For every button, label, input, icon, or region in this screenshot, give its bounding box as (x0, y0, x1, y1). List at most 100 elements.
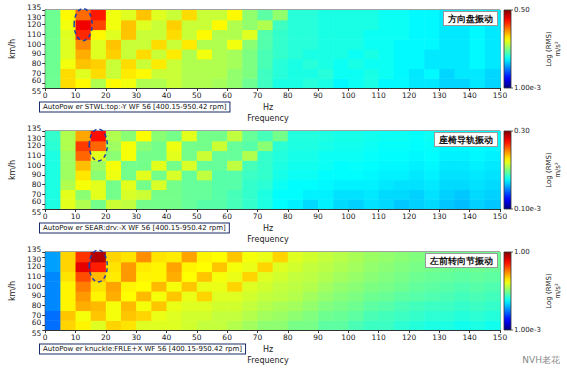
svg-text:Frequency: Frequency (247, 235, 289, 244)
svg-text:0.50: 0.50 (514, 6, 530, 14)
svg-text:140: 140 (463, 212, 478, 221)
svg-text:m/s²: m/s² (554, 162, 562, 178)
svg-text:100: 100 (27, 40, 42, 49)
svg-text:150: 150 (493, 212, 508, 221)
svg-text:130: 130 (27, 134, 42, 143)
svg-text:50: 50 (192, 91, 202, 100)
svg-text:m/s²: m/s² (554, 283, 562, 299)
svg-text:120: 120 (402, 91, 417, 100)
svg-text:左前转向节振动: 左前转向节振动 (429, 256, 493, 266)
svg-text:20: 20 (101, 91, 111, 100)
svg-text:10: 10 (71, 333, 81, 342)
svg-text:55: 55 (32, 329, 42, 338)
svg-text:120: 120 (402, 212, 417, 221)
svg-text:90: 90 (313, 91, 323, 100)
svg-text:110: 110 (372, 91, 387, 100)
svg-text:55: 55 (32, 208, 42, 217)
svg-text:140: 140 (463, 333, 478, 342)
svg-text:90: 90 (313, 212, 323, 221)
svg-text:10: 10 (71, 91, 81, 100)
svg-text:100: 100 (27, 161, 42, 170)
svg-text:40: 40 (162, 91, 172, 100)
svg-text:80: 80 (283, 333, 293, 342)
svg-text:80: 80 (283, 212, 293, 221)
svg-text:30: 30 (131, 91, 141, 100)
svg-text:110: 110 (372, 333, 387, 342)
svg-text:Hz: Hz (263, 224, 273, 233)
svg-text:70: 70 (253, 212, 263, 221)
svg-text:80: 80 (32, 301, 42, 310)
svg-text:140: 140 (463, 91, 478, 100)
svg-text:130: 130 (27, 13, 42, 22)
svg-text:m/s²: m/s² (554, 41, 562, 57)
svg-text:Log (RMS): Log (RMS) (545, 152, 553, 188)
svg-text:30: 30 (131, 333, 141, 342)
svg-text:90: 90 (32, 49, 42, 58)
svg-text:110: 110 (372, 212, 387, 221)
svg-text:100: 100 (27, 282, 42, 291)
svg-text:130: 130 (27, 255, 42, 264)
svg-text:70: 70 (253, 91, 263, 100)
svg-text:150: 150 (493, 333, 508, 342)
svg-text:50: 50 (192, 333, 202, 342)
svg-text:AutoPow er SEAR:drv:-X WF 56 [: AutoPow er SEAR:drv:-X WF 56 [400.15-950… (43, 224, 226, 232)
svg-text:0: 0 (43, 333, 48, 342)
svg-text:60: 60 (222, 333, 232, 342)
svg-text:150: 150 (493, 91, 508, 100)
svg-text:Log (RMS): Log (RMS) (545, 31, 553, 67)
svg-text:Hz: Hz (263, 345, 273, 354)
svg-text:135: 135 (27, 3, 42, 12)
svg-text:110: 110 (27, 151, 42, 160)
svg-text:130: 130 (432, 333, 447, 342)
svg-text:0: 0 (43, 212, 48, 221)
svg-text:Frequency: Frequency (247, 356, 289, 365)
svg-text:110: 110 (27, 30, 42, 39)
svg-text:AutoPow er knuckle:FRLE+X WF 5: AutoPow er knuckle:FRLE+X WF 56 [400.15-… (43, 345, 242, 353)
svg-text:90: 90 (32, 291, 42, 300)
svg-text:70: 70 (32, 311, 42, 320)
svg-text:Log (RMS): Log (RMS) (545, 273, 553, 309)
svg-text:100: 100 (341, 333, 356, 342)
svg-text:0: 0 (43, 91, 48, 100)
svg-text:40: 40 (162, 212, 172, 221)
svg-text:1.00: 1.00 (514, 248, 530, 256)
svg-text:AutoPow er STWL:top:-Y WF 56 [: AutoPow er STWL:top:-Y WF 56 [400.15-950… (43, 103, 227, 111)
svg-text:20: 20 (101, 212, 111, 221)
svg-text:90: 90 (32, 170, 42, 179)
svg-text:km/h: km/h (8, 160, 17, 180)
svg-text:60: 60 (222, 212, 232, 221)
svg-text:0.30: 0.30 (514, 127, 530, 135)
svg-text:100: 100 (341, 212, 356, 221)
svg-text:70: 70 (253, 333, 263, 342)
svg-text:1.00e-3: 1.00e-3 (514, 326, 541, 334)
svg-text:km/h: km/h (8, 39, 17, 59)
svg-text:10: 10 (71, 212, 81, 221)
svg-text:135: 135 (27, 124, 42, 133)
svg-text:座椅导轨振动: 座椅导轨振动 (438, 135, 493, 145)
svg-text:NVH老花: NVH老花 (522, 355, 560, 365)
svg-text:80: 80 (32, 59, 42, 68)
svg-text:40: 40 (162, 333, 172, 342)
svg-text:50: 50 (192, 212, 202, 221)
svg-text:80: 80 (283, 91, 293, 100)
svg-text:55: 55 (32, 87, 42, 96)
svg-text:km/h: km/h (8, 281, 17, 301)
svg-text:130: 130 (432, 91, 447, 100)
svg-text:Frequency: Frequency (247, 114, 289, 123)
svg-text:100: 100 (341, 91, 356, 100)
svg-text:135: 135 (27, 245, 42, 254)
svg-text:30: 30 (131, 212, 141, 221)
svg-text:120: 120 (402, 333, 417, 342)
svg-text:110: 110 (27, 272, 42, 281)
svg-text:0.10e-3: 0.10e-3 (514, 205, 541, 213)
svg-text:方向盘振动: 方向盘振动 (447, 14, 493, 24)
svg-text:90: 90 (313, 333, 323, 342)
svg-text:70: 70 (32, 190, 42, 199)
svg-text:1.00e-3: 1.00e-3 (514, 84, 541, 92)
svg-text:130: 130 (432, 212, 447, 221)
svg-text:70: 70 (32, 69, 42, 78)
svg-text:60: 60 (222, 91, 232, 100)
svg-text:20: 20 (101, 333, 111, 342)
svg-text:Hz: Hz (263, 103, 273, 112)
svg-text:80: 80 (32, 180, 42, 189)
